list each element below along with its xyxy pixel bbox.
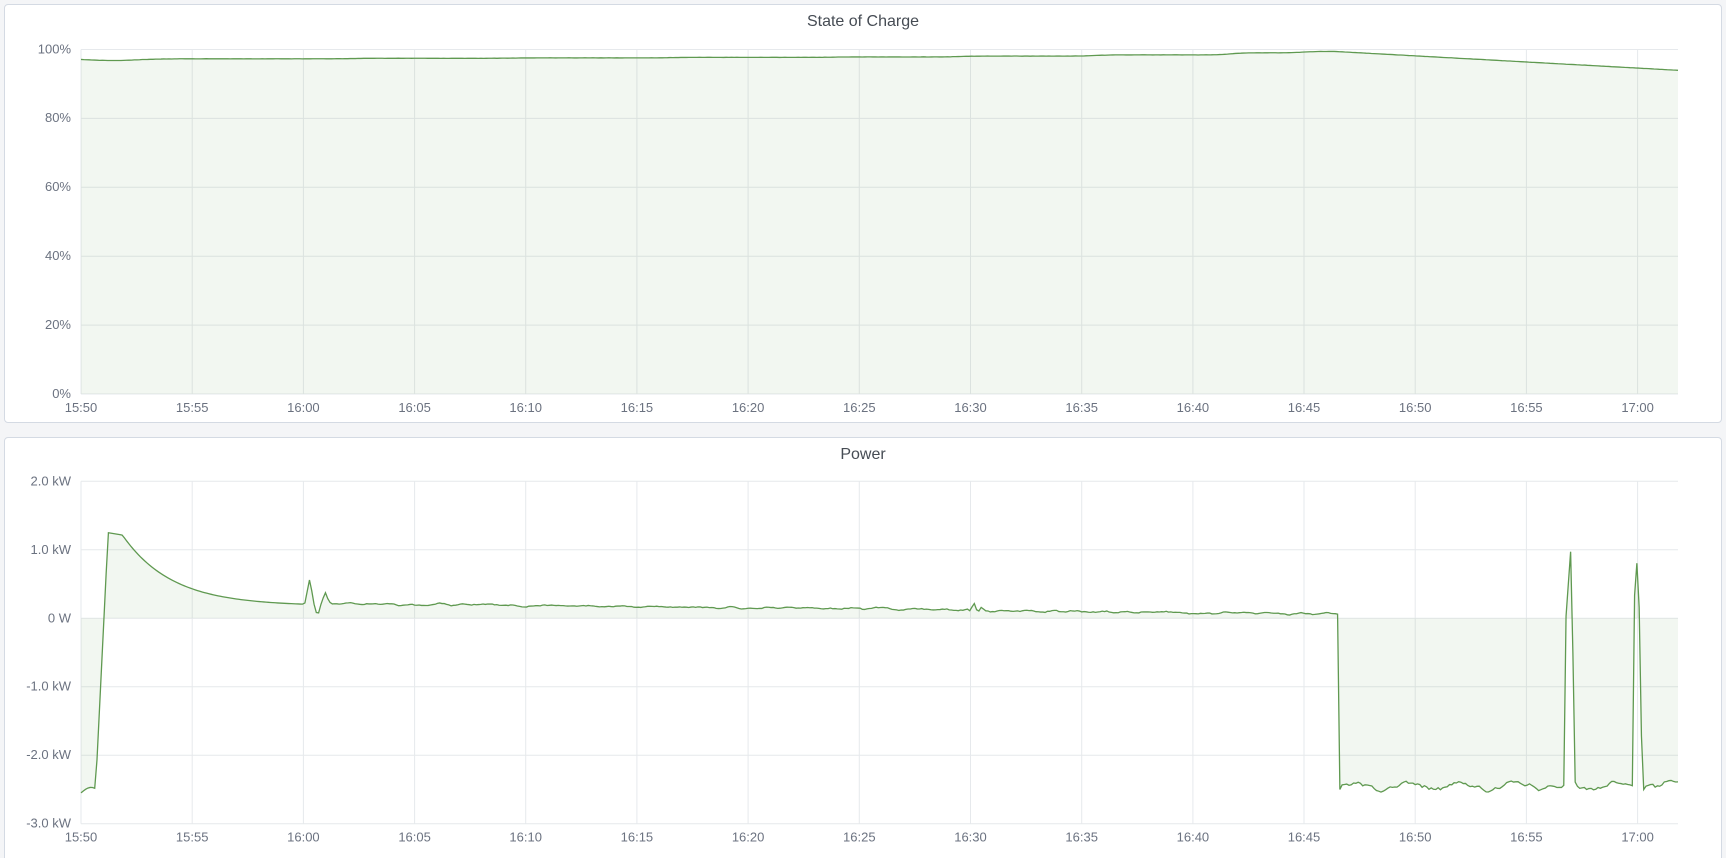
svg-text:1.0 kW: 1.0 kW [31,542,72,557]
svg-text:15:50: 15:50 [65,400,98,415]
svg-text:16:40: 16:40 [1177,830,1210,845]
svg-text:80%: 80% [45,110,71,125]
svg-text:16:40: 16:40 [1177,400,1210,415]
svg-text:60%: 60% [45,179,71,194]
svg-text:16:20: 16:20 [732,830,765,845]
svg-text:-3.0 kW: -3.0 kW [26,816,72,831]
svg-text:16:45: 16:45 [1288,830,1321,845]
svg-text:16:15: 16:15 [621,830,654,845]
svg-text:-2.0 kW: -2.0 kW [26,747,72,762]
svg-text:0%: 0% [52,386,71,401]
svg-text:16:20: 16:20 [732,400,765,415]
svg-text:16:50: 16:50 [1399,400,1432,415]
svg-text:16:00: 16:00 [287,400,320,415]
svg-text:2.0 kW: 2.0 kW [31,473,72,488]
svg-text:15:50: 15:50 [65,830,98,845]
svg-text:16:15: 16:15 [621,400,654,415]
svg-text:20%: 20% [45,317,71,332]
svg-text:16:35: 16:35 [1065,830,1098,845]
svg-text:16:05: 16:05 [398,400,431,415]
svg-text:100%: 100% [38,42,72,57]
svg-text:0 W: 0 W [48,610,72,625]
svg-text:-1.0 kW: -1.0 kW [26,679,72,694]
svg-text:16:55: 16:55 [1510,830,1543,845]
svg-text:15:55: 15:55 [176,400,209,415]
svg-text:16:30: 16:30 [954,830,987,845]
svg-text:16:25: 16:25 [843,830,876,845]
svg-text:16:10: 16:10 [509,830,542,845]
svg-text:15:55: 15:55 [176,830,209,845]
svg-text:16:10: 16:10 [509,400,542,415]
svg-text:40%: 40% [45,248,71,263]
svg-text:17:00: 17:00 [1621,830,1654,845]
svg-text:16:50: 16:50 [1399,830,1432,845]
svg-text:16:30: 16:30 [954,400,987,415]
svg-text:16:25: 16:25 [843,400,876,415]
svg-text:17:00: 17:00 [1621,400,1654,415]
svg-text:16:00: 16:00 [287,830,320,845]
svg-text:16:35: 16:35 [1065,400,1098,415]
svg-text:16:55: 16:55 [1510,400,1543,415]
svg-text:16:05: 16:05 [398,830,431,845]
svg-text:16:45: 16:45 [1288,400,1321,415]
